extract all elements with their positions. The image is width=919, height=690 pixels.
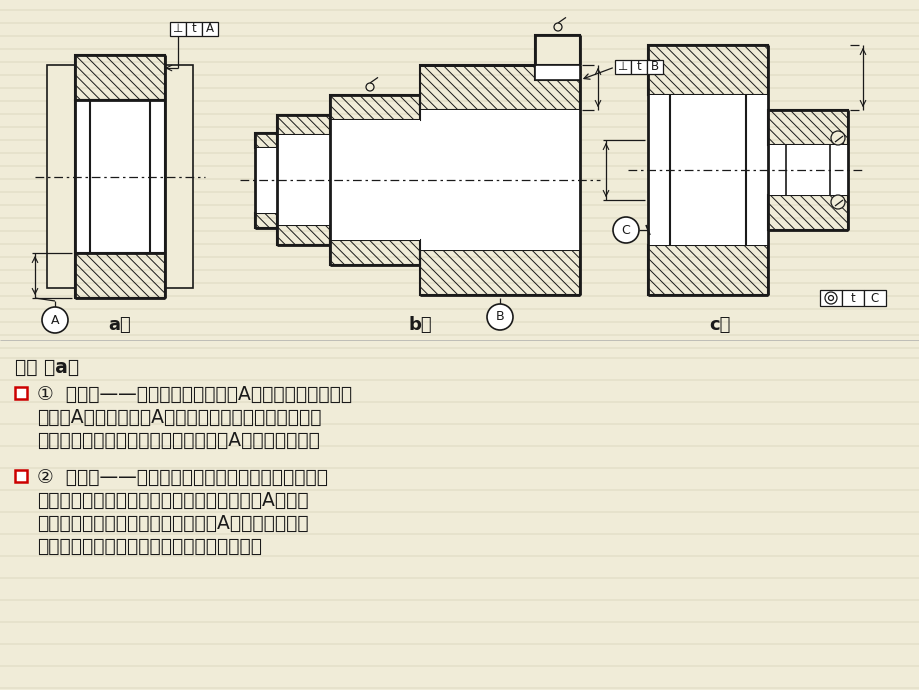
Circle shape [553, 23, 562, 31]
Bar [75, 100, 165, 253]
PathPatch shape [647, 45, 767, 95]
PathPatch shape [75, 253, 165, 298]
Text: 获得较均匀的余量，故选外圆表面为粗基准。: 获得较均匀的余量，故选外圆表面为粗基准。 [37, 537, 262, 556]
Text: t: t [191, 23, 196, 35]
Text: ②  粗基准——齿轮各表面均需加工，不存在保证加工: ② 粗基准——齿轮各表面均需加工，不存在保证加工 [37, 468, 328, 487]
Text: a）: a） [108, 316, 131, 334]
Text: ①  精基准——齿轮的设计基准是孔A。按基准重合原则，: ① 精基准——齿轮的设计基准是孔A。按基准重合原则， [37, 385, 352, 404]
Text: b）: b） [408, 316, 431, 334]
Text: C: C [621, 224, 630, 237]
Text: 表面，与统一基准原则相一致。故选孔A为统一精基准。: 表面，与统一基准原则相一致。故选孔A为统一精基准。 [37, 431, 320, 450]
Text: 应选孔A为精基准。以A为精基准也可以方便地加工其他: 应选孔A为精基准。以A为精基准也可以方便地加工其他 [37, 408, 321, 427]
Bar [277, 135, 330, 225]
Text: A: A [51, 313, 59, 326]
Bar [186, 22, 202, 36]
Bar [15, 387, 27, 399]
Text: B: B [495, 310, 504, 324]
PathPatch shape [535, 65, 579, 80]
PathPatch shape [255, 213, 277, 228]
Text: c）: c） [709, 316, 730, 334]
Bar [47, 65, 75, 288]
PathPatch shape [647, 245, 767, 295]
Bar [841, 290, 863, 306]
Text: 解： 图a：: 解： 图a： [15, 358, 79, 377]
Bar [630, 60, 646, 74]
Bar [15, 470, 27, 482]
Circle shape [830, 195, 844, 209]
Text: C: C [870, 291, 879, 304]
Circle shape [824, 292, 836, 304]
PathPatch shape [330, 240, 420, 265]
Text: A: A [206, 23, 214, 35]
Text: B: B [651, 61, 658, 74]
PathPatch shape [330, 95, 420, 120]
Bar [819, 290, 841, 306]
Bar [202, 22, 218, 36]
PathPatch shape [277, 225, 330, 245]
Bar [646, 60, 663, 74]
Bar [535, 65, 579, 80]
Circle shape [828, 295, 833, 301]
Text: t: t [636, 61, 641, 74]
Bar [255, 148, 277, 213]
Bar [863, 290, 885, 306]
Bar [614, 60, 630, 74]
Bar [330, 120, 420, 240]
PathPatch shape [767, 110, 847, 145]
PathPatch shape [255, 133, 277, 148]
Bar [420, 110, 579, 250]
Circle shape [486, 304, 513, 330]
Circle shape [830, 131, 844, 145]
Text: 外圆定位较为方便，且可以保证以孔A定位加工外圆时: 外圆定位较为方便，且可以保证以孔A定位加工外圆时 [37, 514, 308, 533]
Text: 面与不加工面相互位置关系的问题。在加工孔A时，以: 面与不加工面相互位置关系的问题。在加工孔A时，以 [37, 491, 308, 510]
Bar [165, 65, 193, 288]
Bar [767, 145, 847, 195]
Text: ⊥: ⊥ [173, 23, 183, 35]
PathPatch shape [75, 55, 165, 100]
Text: t: t [850, 291, 855, 304]
PathPatch shape [767, 195, 847, 230]
Text: ⊥: ⊥ [618, 61, 628, 74]
Circle shape [366, 83, 374, 91]
Circle shape [612, 217, 639, 243]
PathPatch shape [420, 65, 579, 110]
Bar [647, 95, 767, 245]
Bar [170, 22, 186, 36]
Circle shape [42, 307, 68, 333]
PathPatch shape [420, 250, 579, 295]
PathPatch shape [277, 115, 330, 135]
Bar [535, 35, 579, 65]
